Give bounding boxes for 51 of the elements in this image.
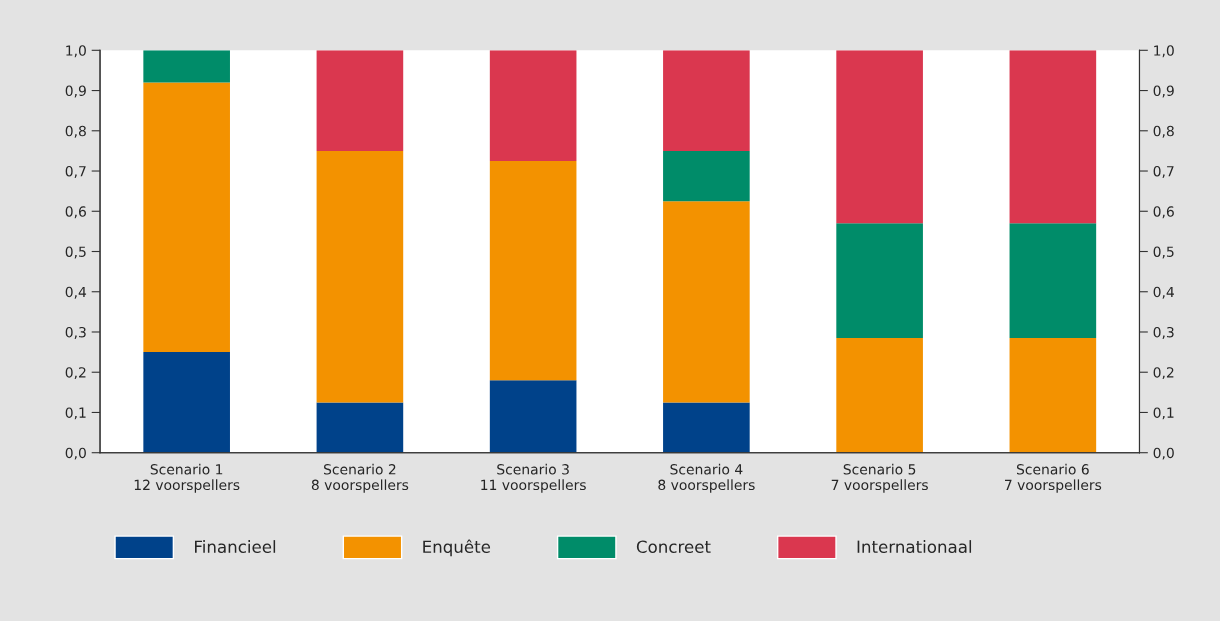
y-tick-label: 0,0 <box>65 447 86 460</box>
bar <box>1009 223 1097 339</box>
legend-label: Concreet <box>636 540 711 554</box>
bar <box>663 50 750 151</box>
x-tick-label: Scenario 4 8 voorspellers <box>658 463 755 493</box>
x-tick-label: Scenario 2 8 voorspellers <box>311 463 409 493</box>
y2-tick-label: 0,1 <box>1153 407 1174 420</box>
y2-tick-label: 0,6 <box>1153 206 1174 219</box>
bar <box>316 50 404 151</box>
bar <box>143 50 230 83</box>
y-tick-label: 0,2 <box>65 367 86 380</box>
bar <box>663 201 750 403</box>
bar <box>489 50 577 161</box>
bar <box>143 82 230 353</box>
bar <box>316 150 404 403</box>
y-tick-label: 0,3 <box>65 326 86 339</box>
x-tick-label: Scenario 3 11 voorspellers <box>481 463 586 493</box>
bar <box>836 223 923 339</box>
bar <box>836 50 923 224</box>
y2-tick-label: 0,5 <box>1153 246 1174 259</box>
y2-tick-label: 0,3 <box>1153 326 1174 339</box>
legend-label: Internationaal <box>857 540 972 554</box>
y-tick-label: 0,9 <box>65 85 86 98</box>
y2-tick-label: 0,8 <box>1153 125 1174 138</box>
bar <box>663 402 750 453</box>
bar <box>663 150 750 202</box>
y-tick-label: 1,0 <box>66 45 86 58</box>
y2-tick-label: 0,9 <box>1153 85 1174 98</box>
y-tick-label: 0,6 <box>65 206 86 219</box>
y-tick-label: 0,1 <box>65 407 86 420</box>
bar <box>143 352 230 453</box>
bar <box>836 338 923 453</box>
y2-tick-label: 1,0 <box>1154 45 1174 58</box>
bar <box>1009 50 1097 224</box>
bar <box>489 160 577 381</box>
bar <box>316 402 404 453</box>
x-tick-label: Scenario 1 12 voorspellers <box>134 463 240 493</box>
legend-label: Financieel <box>195 540 276 554</box>
bar <box>489 380 577 453</box>
bar <box>1009 338 1097 453</box>
y-tick-label: 0,5 <box>65 246 86 259</box>
y-tick-label: 0,4 <box>65 286 87 299</box>
legend-label: Enquête <box>423 539 491 557</box>
y2-tick-label: 0,2 <box>1153 367 1174 380</box>
y2-tick-label: 0,4 <box>1153 286 1174 299</box>
x-tick-label: Scenario 6 7 voorspellers <box>1005 463 1102 493</box>
y-tick-label: 0,7 <box>65 165 86 178</box>
x-tick-label: Scenario 5 7 voorspellers <box>831 463 928 493</box>
y-tick-label: 0,8 <box>65 125 86 138</box>
y2-tick-label: 0,7 <box>1153 165 1174 178</box>
y2-tick-label: 0,0 <box>1153 447 1174 460</box>
